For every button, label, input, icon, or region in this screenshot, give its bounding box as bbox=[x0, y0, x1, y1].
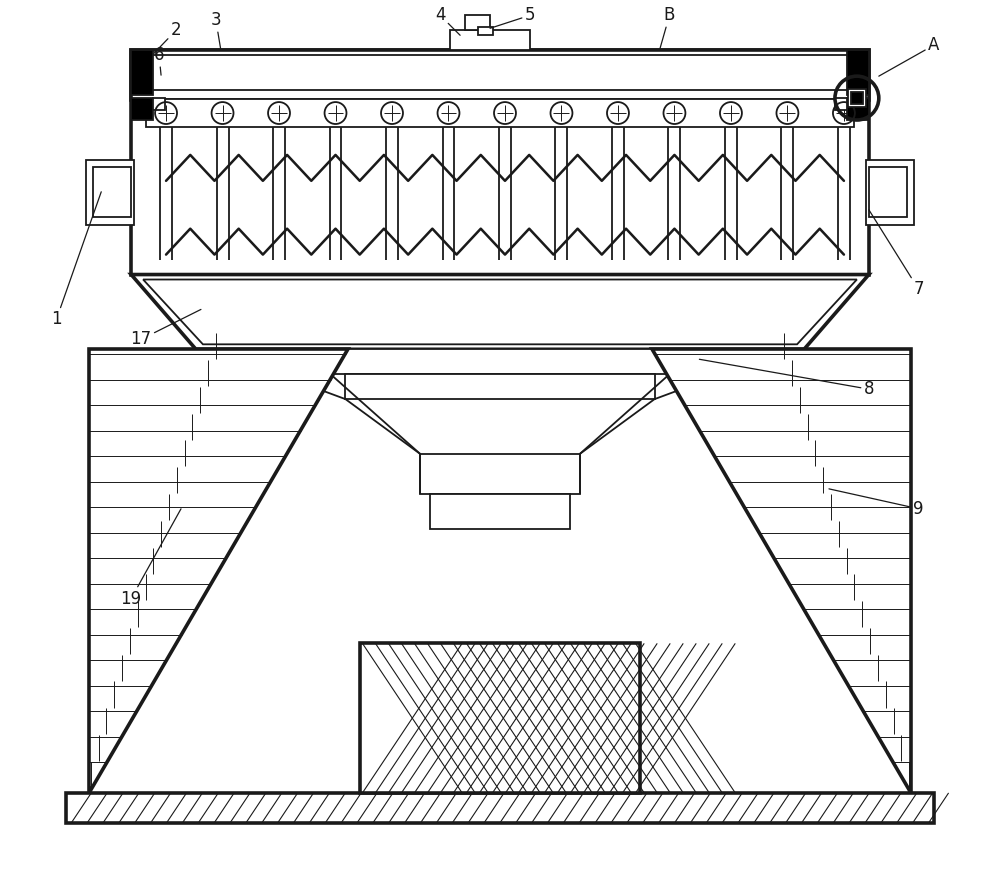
Text: 5: 5 bbox=[490, 6, 535, 28]
Bar bbox=[835, 98, 847, 110]
Bar bbox=[93, 167, 131, 217]
Bar bbox=[851, 92, 863, 104]
Polygon shape bbox=[89, 349, 348, 793]
Polygon shape bbox=[131, 275, 869, 349]
Text: 19: 19 bbox=[121, 509, 181, 607]
Bar bbox=[848, 89, 866, 107]
Bar bbox=[66, 793, 934, 823]
Polygon shape bbox=[652, 349, 911, 793]
Text: 6: 6 bbox=[154, 46, 164, 76]
Text: 9: 9 bbox=[829, 489, 924, 517]
Bar bbox=[146, 55, 854, 90]
Text: 3: 3 bbox=[211, 12, 221, 51]
Bar bbox=[478, 28, 493, 36]
Bar bbox=[131, 51, 153, 95]
Text: 8: 8 bbox=[699, 359, 874, 398]
Text: 7: 7 bbox=[869, 210, 924, 299]
Text: A: A bbox=[879, 36, 939, 76]
Bar bbox=[153, 98, 165, 110]
Bar bbox=[131, 51, 869, 100]
Bar bbox=[131, 98, 153, 120]
Text: B: B bbox=[660, 6, 675, 51]
Bar bbox=[420, 454, 580, 494]
Text: 4: 4 bbox=[435, 6, 460, 36]
Bar bbox=[345, 374, 655, 399]
Bar bbox=[869, 167, 907, 217]
Bar bbox=[131, 51, 869, 275]
Bar bbox=[847, 51, 869, 95]
Bar bbox=[465, 15, 490, 30]
Bar bbox=[360, 644, 640, 793]
Bar bbox=[331, 349, 669, 374]
Bar bbox=[86, 160, 134, 225]
Bar bbox=[146, 99, 854, 127]
Bar bbox=[430, 494, 570, 529]
Bar bbox=[450, 30, 530, 51]
Text: 2: 2 bbox=[153, 21, 181, 54]
Bar bbox=[866, 160, 914, 225]
Text: 17: 17 bbox=[131, 309, 201, 348]
Bar bbox=[847, 98, 869, 120]
Text: 1: 1 bbox=[51, 192, 101, 328]
